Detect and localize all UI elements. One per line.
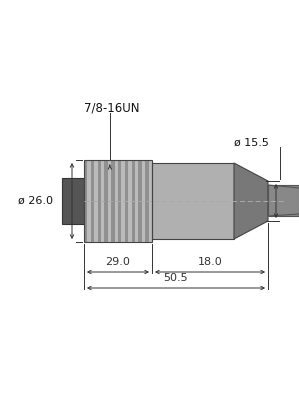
Bar — [268, 185, 299, 216]
Bar — [152, 163, 234, 239]
Bar — [128, 160, 132, 242]
Bar — [145, 160, 149, 242]
Bar — [62, 178, 84, 224]
Polygon shape — [268, 185, 299, 216]
Bar — [121, 160, 125, 242]
Text: 7/8-16UN: 7/8-16UN — [84, 102, 140, 114]
Bar — [91, 160, 94, 242]
Bar — [115, 160, 118, 242]
Bar — [149, 160, 152, 242]
Bar — [135, 160, 138, 242]
Bar — [101, 160, 104, 242]
Text: ø 26.0: ø 26.0 — [18, 196, 53, 206]
Bar — [97, 160, 101, 242]
Bar — [87, 160, 91, 242]
Text: 18.0: 18.0 — [198, 257, 222, 267]
Bar — [104, 160, 108, 242]
Bar — [108, 160, 111, 242]
Text: ø 15.5: ø 15.5 — [234, 138, 269, 148]
Bar — [84, 160, 152, 242]
Bar — [132, 160, 135, 242]
Bar — [118, 160, 121, 242]
Bar — [94, 160, 97, 242]
Polygon shape — [234, 163, 268, 239]
Bar — [268, 185, 299, 216]
Text: 29.0: 29.0 — [106, 257, 130, 267]
Text: 50.5: 50.5 — [164, 273, 188, 283]
Bar — [84, 160, 87, 242]
Bar — [138, 160, 142, 242]
Bar — [125, 160, 128, 242]
Bar — [84, 160, 152, 242]
Bar — [142, 160, 145, 242]
Bar — [111, 160, 115, 242]
